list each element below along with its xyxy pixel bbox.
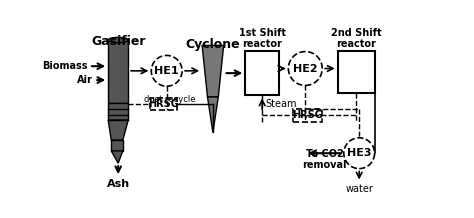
Polygon shape xyxy=(108,40,128,103)
Text: HRSG: HRSG xyxy=(292,111,323,121)
Text: 2nd Shift
reactor: 2nd Shift reactor xyxy=(331,28,382,49)
Text: 1st Shift
reactor: 1st Shift reactor xyxy=(239,28,286,49)
Bar xyxy=(245,51,279,95)
Circle shape xyxy=(151,55,182,86)
Text: HRSG: HRSG xyxy=(148,99,179,109)
Circle shape xyxy=(344,138,374,169)
Polygon shape xyxy=(202,45,224,97)
Polygon shape xyxy=(208,97,219,132)
Text: Cyclone: Cyclone xyxy=(186,39,240,51)
Text: HE2: HE2 xyxy=(293,63,318,73)
Bar xyxy=(150,98,177,110)
Ellipse shape xyxy=(108,37,128,43)
Circle shape xyxy=(288,52,322,85)
Text: HE1: HE1 xyxy=(155,66,179,76)
Polygon shape xyxy=(108,103,128,120)
Text: Air: Air xyxy=(77,75,93,85)
Text: To CO2
removal: To CO2 removal xyxy=(302,149,347,170)
Text: Ash: Ash xyxy=(107,179,130,189)
Text: HE3: HE3 xyxy=(347,148,372,158)
Text: dust recycle: dust recycle xyxy=(144,95,195,104)
Text: Steam: Steam xyxy=(265,99,297,109)
Polygon shape xyxy=(111,140,123,151)
Polygon shape xyxy=(111,151,123,163)
Polygon shape xyxy=(108,120,128,140)
Bar xyxy=(293,109,322,122)
Bar xyxy=(337,51,374,93)
Text: water: water xyxy=(345,184,373,194)
Text: Biomass: Biomass xyxy=(42,61,87,71)
Text: Gasifier: Gasifier xyxy=(91,35,146,48)
